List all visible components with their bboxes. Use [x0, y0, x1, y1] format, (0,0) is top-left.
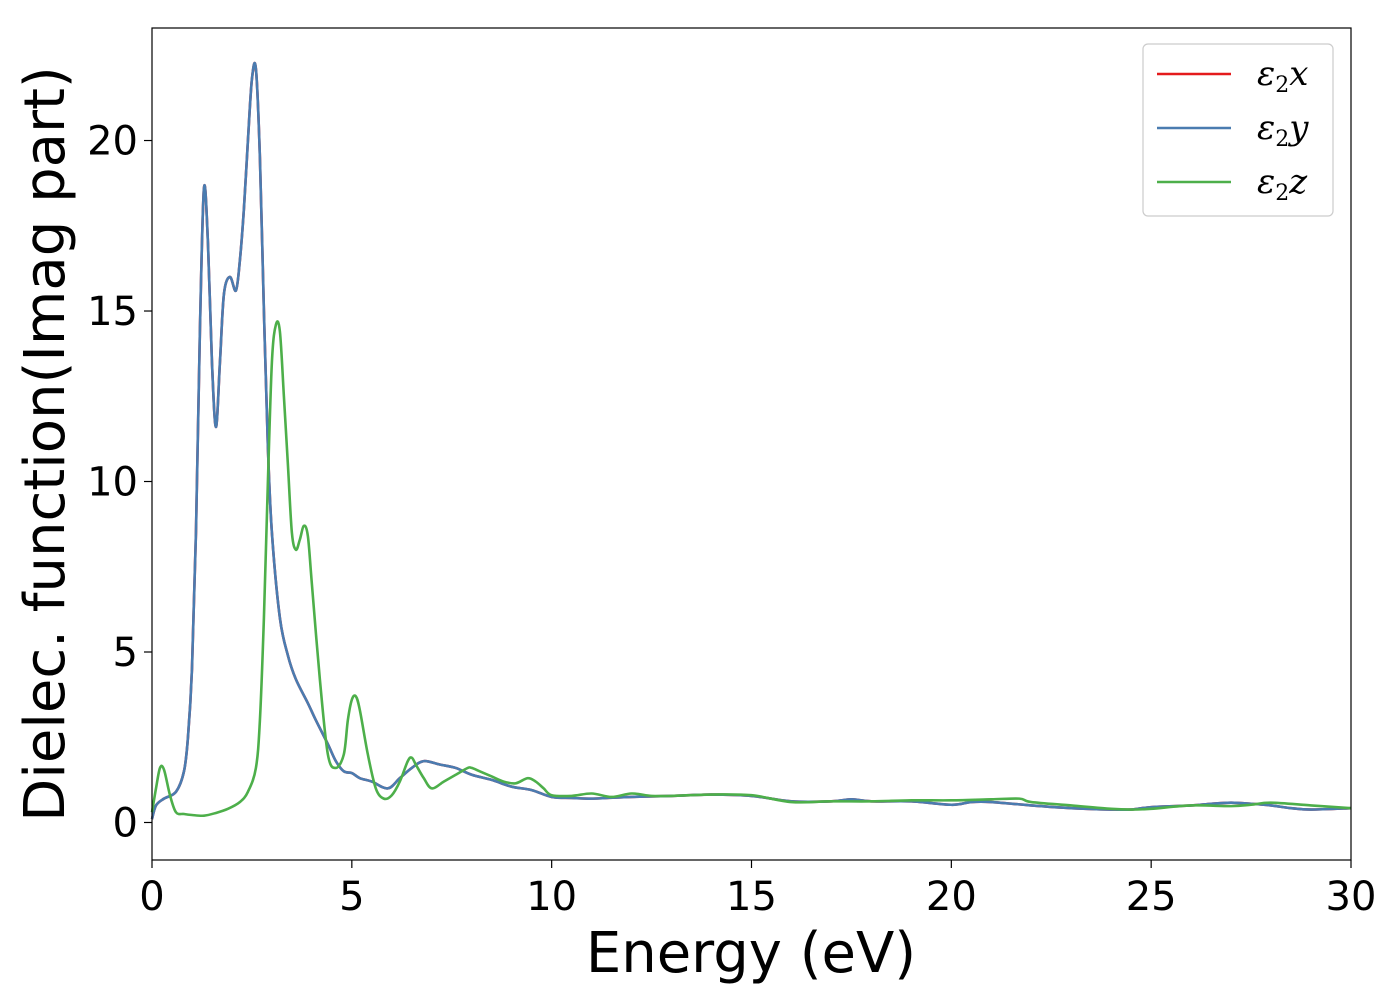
x-tick-label: 5 [339, 874, 364, 920]
x-axis-title: Energy (eV) [586, 921, 916, 986]
x-tick-label: 0 [139, 874, 164, 920]
x-tick-label: 10 [526, 874, 577, 920]
y-tick-label: 15 [87, 289, 138, 335]
x-tick-label: 15 [726, 874, 777, 920]
y-axis-ticks: 0 5 10 15 20 [87, 119, 152, 846]
legend-label-z: ε2z [1257, 162, 1308, 206]
y-tick-label: 10 [87, 460, 138, 506]
legend-box [1142, 43, 1334, 217]
series-layer [150, 61, 1352, 820]
legend: ε2x ε2y ε2z [1142, 43, 1334, 217]
y-tick-label: 20 [87, 119, 138, 165]
series-line-z [150, 320, 1352, 818]
x-axis-ticks: 0 5 10 15 20 25 30 [139, 860, 1376, 920]
legend-label-y: ε2y [1257, 108, 1309, 152]
legend-label-x: ε2x [1257, 54, 1308, 98]
series-line-y [150, 61, 1352, 820]
y-tick-label: 0 [113, 800, 138, 846]
x-tick-label: 20 [926, 874, 977, 920]
x-tick-label: 25 [1126, 874, 1177, 920]
y-axis-title: Dielec. function(Imag part) [13, 66, 78, 822]
y-tick-label: 5 [113, 630, 138, 676]
x-tick-label: 30 [1326, 874, 1377, 920]
